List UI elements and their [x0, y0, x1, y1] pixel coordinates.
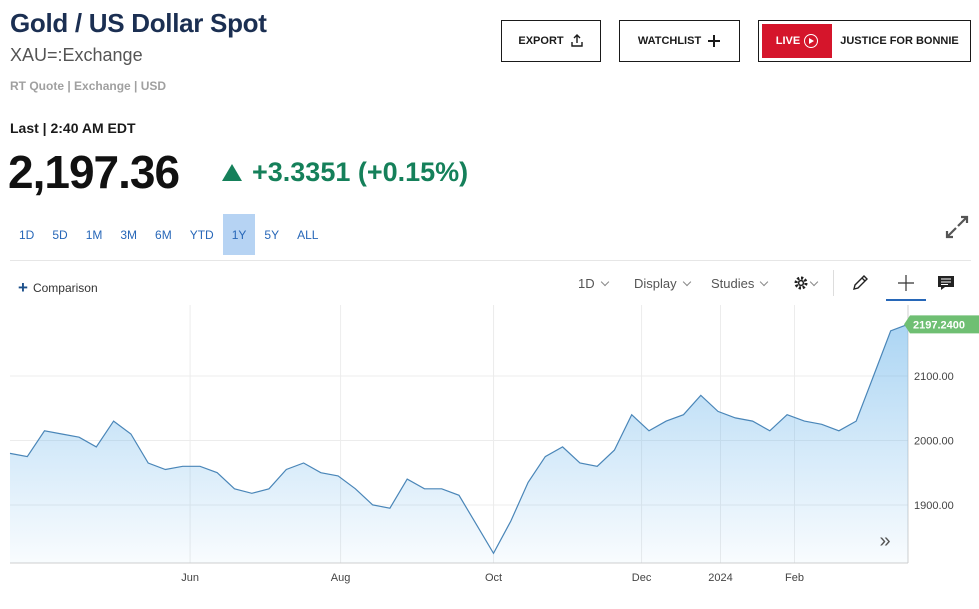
price-chart[interactable]: Jun Aug Oct Dec 2024 Feb 1900.00 2000.00 2100.00… — [0, 305, 979, 595]
x-tick-label: Jun — [181, 572, 199, 584]
pencil-icon — [853, 275, 868, 290]
double-chevron-right-icon: » — [879, 529, 891, 552]
play-icon — [804, 34, 819, 48]
watchlist-label: WATCHLIST — [637, 35, 702, 47]
page-title: Gold / US Dollar Spot — [10, 8, 267, 38]
quote-meta: RT Quote | Exchange | USD — [10, 79, 167, 93]
display-dropdown[interactable]: Display — [634, 276, 691, 291]
range-tab-1y[interactable]: 1Y — [222, 214, 256, 255]
plus-icon: + — [18, 278, 28, 297]
export-button[interactable]: EXPORT — [501, 20, 601, 62]
range-tab-5d[interactable]: 5D — [52, 227, 68, 242]
range-tab-5y[interactable]: 5Y — [264, 227, 280, 242]
chevron-down-icon — [760, 277, 769, 287]
x-tick-label: Aug — [331, 572, 351, 584]
crosshair-tool-button[interactable] — [891, 268, 921, 298]
crosshair-icon — [898, 275, 914, 291]
toolbar-divider — [833, 270, 834, 296]
interval-dropdown[interactable]: 1D — [578, 276, 609, 291]
draw-tool-button[interactable] — [845, 268, 875, 298]
time-range-tabs: 1D 5D 1M 3M 6M YTD 1Y 5Y ALL — [10, 214, 327, 255]
y-tick-label: 1900.00 — [914, 500, 954, 512]
chevron-down-icon — [600, 277, 609, 287]
export-label: EXPORT — [518, 35, 564, 47]
display-label: Display — [634, 276, 677, 291]
watchlist-button[interactable]: WATCHLIST — [619, 20, 740, 62]
price-area — [10, 324, 908, 563]
settings-button[interactable] — [790, 268, 820, 298]
chevron-down-icon — [682, 277, 691, 287]
studies-dropdown[interactable]: Studies — [711, 276, 769, 291]
live-badge-label: LIVE — [775, 35, 801, 47]
y-tick-label: 2100.00 — [914, 371, 954, 383]
price-change: +3.3351 (+0.15%) — [222, 157, 468, 188]
x-tick-label: Feb — [785, 572, 804, 584]
range-tab-ytd[interactable]: YTD — [189, 227, 214, 242]
active-tool-indicator — [886, 299, 926, 301]
x-tick-label: Oct — [485, 572, 502, 584]
studies-label: Studies — [711, 276, 755, 291]
plus-icon — [708, 35, 721, 47]
symbol-label: XAU=:Exchange — [10, 45, 143, 65]
chevron-down-icon — [809, 277, 819, 286]
range-tab-3m[interactable]: 3M — [120, 227, 138, 242]
settings-icon — [794, 276, 808, 290]
up-arrow-icon — [222, 164, 242, 181]
live-badge: LIVE — [762, 24, 832, 58]
last-price: 2,197.36 — [8, 146, 180, 198]
live-show-title: JUSTICE FOR BONNIE — [840, 35, 959, 47]
interval-value: 1D — [578, 276, 595, 291]
expand-icon[interactable] — [944, 214, 970, 240]
comparison-button[interactable]: + Comparison — [18, 279, 98, 296]
news-icon — [938, 276, 954, 290]
last-price-badge-label: 2197.2400 — [913, 319, 965, 331]
live-tv-button[interactable]: LIVE JUSTICE FOR BONNIE — [758, 20, 971, 62]
last-price-badge — [904, 315, 979, 334]
range-tab-all[interactable]: ALL — [297, 227, 319, 242]
price-line — [9, 323, 909, 555]
y-tick-label: 2000.00 — [914, 435, 954, 447]
last-updated: Last | 2:40 AM EDT — [10, 120, 136, 136]
x-tick-label: Dec — [632, 572, 652, 584]
divider — [10, 260, 971, 261]
price-change-value: +3.3351 (+0.15%) — [252, 157, 469, 187]
comparison-label: Comparison — [32, 280, 98, 295]
share-icon — [570, 34, 583, 47]
news-button[interactable] — [931, 268, 961, 298]
scroll-to-latest-button[interactable]: » — [867, 526, 903, 556]
range-tab-6m[interactable]: 6M — [155, 227, 172, 242]
range-tab-1d[interactable]: 1D — [19, 227, 35, 242]
range-tab-1m[interactable]: 1M — [85, 227, 103, 242]
x-tick-label: 2024 — [708, 572, 732, 584]
